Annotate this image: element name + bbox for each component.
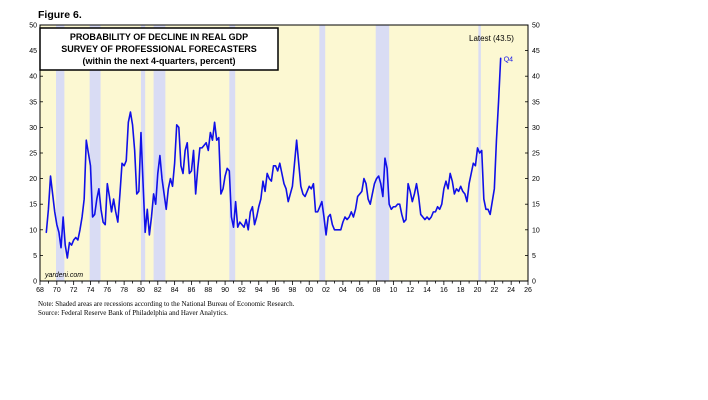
x-tick-label: 16 [440, 287, 448, 294]
x-tick-label: 86 [188, 287, 196, 294]
x-tick-label: 68 [36, 287, 44, 294]
x-tick-label: 84 [171, 287, 179, 294]
y-tick-label: 50 [29, 23, 37, 30]
notes: Note: Shaded areas are recessions accord… [38, 300, 294, 317]
x-tick-label: 14 [423, 287, 431, 294]
x-tick-label: 04 [339, 287, 347, 294]
title-line-3: (within the next 4-quarters, percent) [82, 56, 235, 66]
source-mark: yardeni.com [44, 272, 83, 279]
source-line: Source: Federal Reserve Bank of Philadel… [38, 308, 228, 317]
recession-band [55, 25, 65, 281]
x-tick-label: 98 [289, 287, 297, 294]
x-tick-label: 74 [87, 287, 95, 294]
series-line [45, 57, 502, 259]
y-axis-left: 0 5 10 15 20 25 30 35 40 45 50 [29, 23, 43, 286]
y-tick-label: 30 [29, 125, 37, 132]
x-tick-label: 20 [474, 287, 482, 294]
x-tick-label: 80 [137, 287, 145, 294]
y-tick-label-right: 35 [532, 99, 540, 106]
note-line: Note: Shaded areas are recessions accord… [38, 300, 295, 308]
figure-label: Figure 6. [38, 9, 82, 21]
x-tick-label: 92 [238, 287, 246, 294]
y-tick-label: 15 [29, 202, 37, 209]
y-tick-label-right: 15 [532, 202, 540, 209]
recession-band [140, 25, 146, 281]
chart: 0 5 10 15 20 25 30 35 40 45 50 0 5 10 15 20 25 30 35 40 45 5… [29, 23, 540, 295]
x-tick-label: 70 [53, 287, 61, 294]
x-tick-label: 78 [120, 287, 128, 294]
y-tick-label: 40 [29, 74, 37, 81]
x-tick-label: 26 [524, 287, 532, 294]
y-tick-label-right: 10 [532, 227, 540, 234]
y-axis-right: 0 5 10 15 20 25 30 35 40 45 50 [525, 23, 540, 286]
y-tick-label-right: 50 [532, 23, 540, 30]
title-line-1: PROBABILITY OF DECLINE IN REAL GDP [70, 32, 248, 42]
title-line-2: SURVEY OF PROFESSIONAL FORECASTERS [61, 44, 257, 54]
y-tick-label: 10 [29, 227, 37, 234]
y-tick-label-right: 5 [532, 253, 536, 260]
y-tick-label-right: 45 [532, 48, 540, 55]
recession-band [229, 25, 236, 281]
y-tick-label-right: 20 [532, 176, 540, 183]
recession-band [153, 25, 166, 281]
x-tick-label: 00 [305, 287, 313, 294]
x-tick-label: 88 [204, 287, 212, 294]
y-tick-label: 35 [29, 99, 37, 106]
x-tick-label: 18 [457, 287, 465, 294]
latest-label: Latest (43.5) [469, 34, 514, 43]
recession-band [375, 25, 390, 281]
x-tick-label: 22 [490, 287, 498, 294]
y-tick-label: 45 [29, 48, 37, 55]
x-tick-label: 10 [389, 287, 397, 294]
x-tick-label: 08 [373, 287, 381, 294]
x-tick-label: 12 [406, 287, 414, 294]
y-tick-label-right: 25 [532, 151, 540, 158]
x-tick-label: 72 [70, 287, 78, 294]
x-tick-label: 06 [356, 287, 364, 294]
x-tick-label: 02 [322, 287, 330, 294]
x-tick-label: 24 [507, 287, 515, 294]
recession-band [89, 25, 101, 281]
y-tick-label: 0 [33, 279, 37, 286]
y-tick-label: 20 [29, 176, 37, 183]
x-tick-label: 94 [255, 287, 263, 294]
last-point-label: Q4 [504, 56, 513, 63]
y-tick-label-right: 30 [532, 125, 540, 132]
y-tick-label: 25 [29, 151, 37, 158]
y-tick-label-right: 0 [532, 279, 536, 286]
x-tick-label: 82 [154, 287, 162, 294]
x-tick-label: 96 [272, 287, 280, 294]
y-tick-label: 5 [33, 253, 37, 260]
y-tick-label-right: 40 [532, 74, 540, 81]
x-tick-label: 90 [221, 287, 229, 294]
recession-band [319, 25, 326, 281]
x-tick-label: 76 [103, 287, 111, 294]
title-box [39, 27, 279, 71]
x-axis: 68 70 72 74 76 78 80 82 84 86 88 90 92 94 96 98 00 02 04 06… [36, 281, 532, 294]
